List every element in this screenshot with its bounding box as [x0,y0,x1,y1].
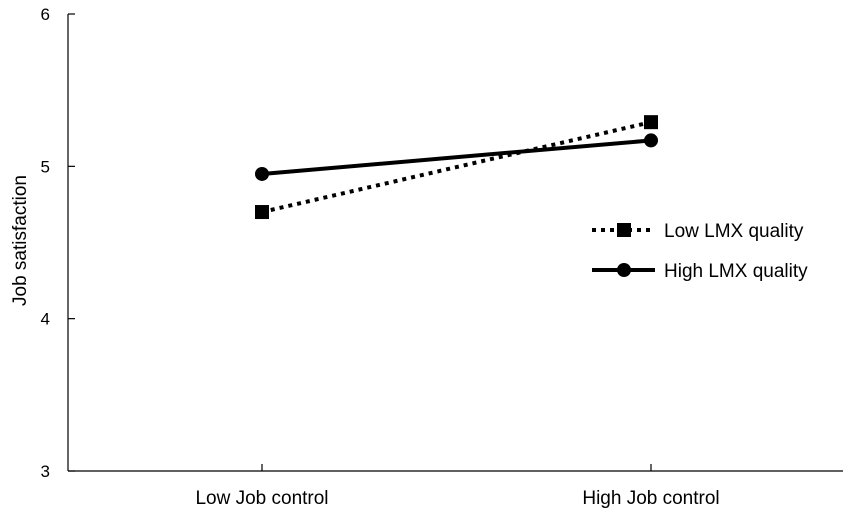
y-tick-label: 4 [41,310,50,329]
y-axis: 3 4 5 6 [41,5,75,481]
x-category-label: Low Job control [195,488,328,509]
legend-marker-circle [617,263,631,277]
series-low-lmx [255,115,658,220]
series-layer [255,115,658,220]
y-axis-title: Job satisfaction [10,175,31,306]
y-tick-label: 3 [41,462,50,481]
data-point-circle [255,166,269,181]
series-line [261,120,652,214]
legend: Low LMX quality High LMX quality [592,221,808,282]
y-tick-label: 5 [41,157,50,176]
legend-item: Low LMX quality [592,221,804,242]
legend-item: High LMX quality [592,261,808,282]
legend-label: Low LMX quality [664,221,804,242]
y-tick-label: 6 [41,5,50,24]
series-line [261,138,652,176]
data-point-square [255,205,269,220]
x-category-label: High Job control [582,488,719,509]
series-high-lmx [255,133,658,181]
legend-label: High LMX quality [664,261,808,282]
data-point-square [644,115,658,130]
x-axis: Low Job control High Job control [68,464,843,509]
data-point-circle [644,133,658,148]
legend-marker-square [617,223,631,237]
